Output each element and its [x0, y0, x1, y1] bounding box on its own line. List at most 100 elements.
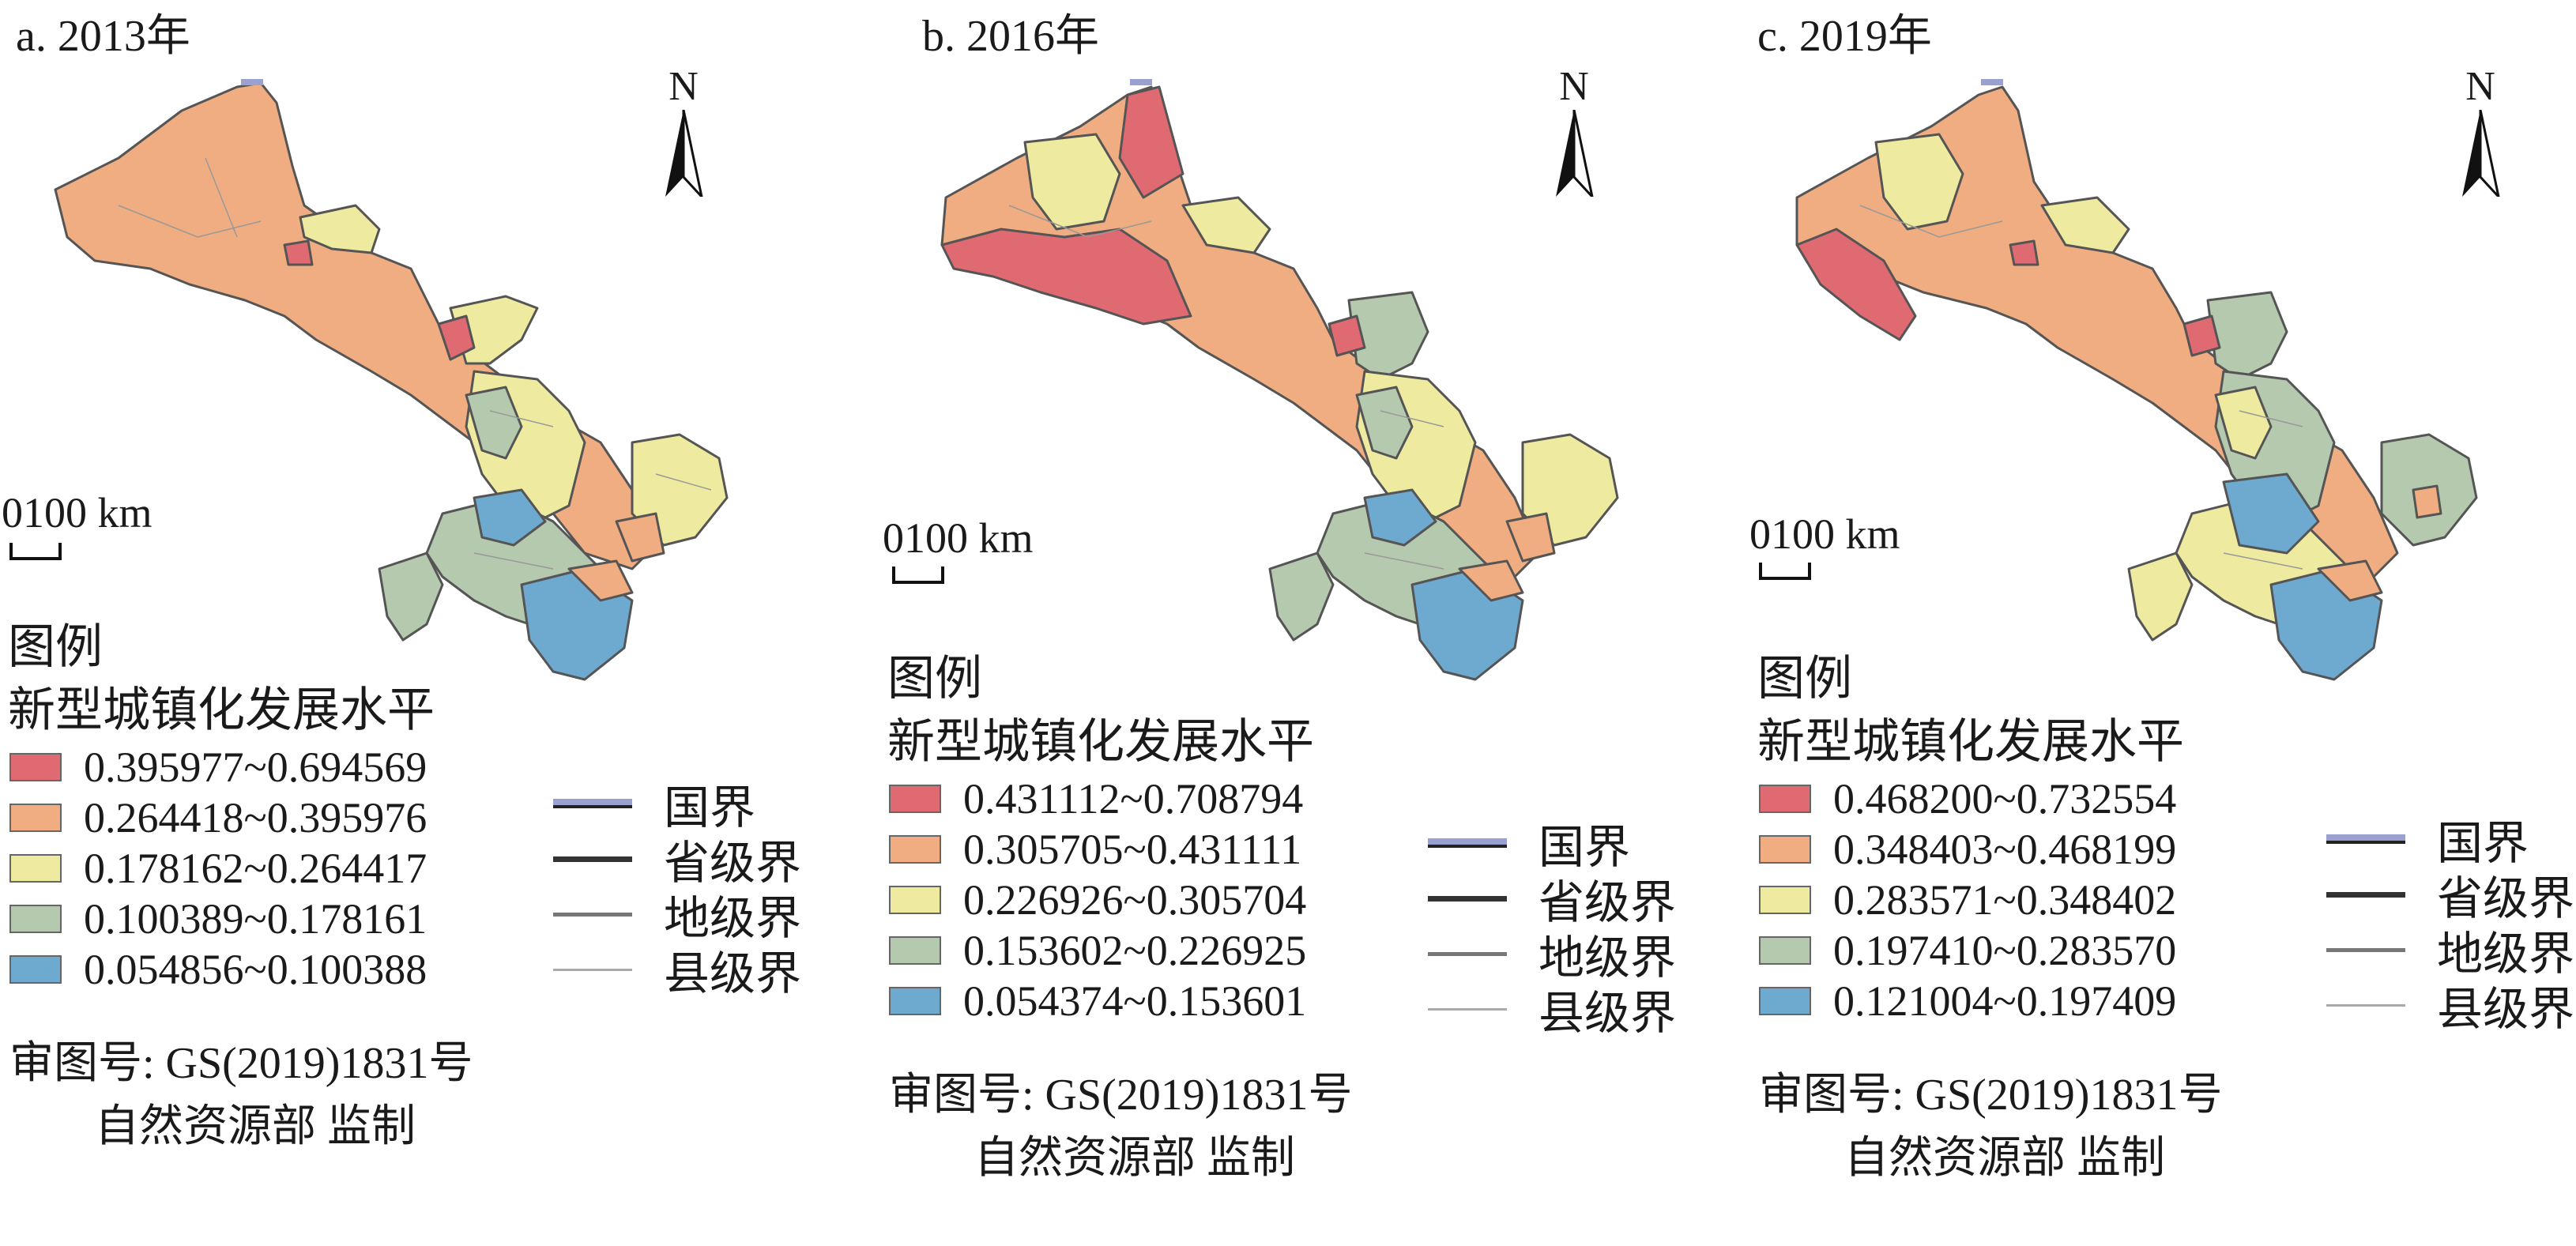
supervision-note: 自然资源部 监制	[95, 1102, 416, 1151]
legend-swatch	[9, 753, 62, 781]
legend-item: 0.226926~0.305704	[889, 875, 1306, 924]
legend-label: 0.283571~0.348402	[1833, 876, 2177, 924]
approval-number: 审图号: GS(2019)1831号	[9, 1039, 473, 1088]
legend-item: 0.283571~0.348402	[1759, 875, 2176, 924]
supervision-note: 自然资源部 监制	[1844, 1134, 2165, 1183]
legend-heading: 图例	[887, 653, 982, 705]
scale-label: 0100 km	[2, 489, 153, 536]
legend-swatch	[9, 804, 62, 832]
boundary-label: 地级界	[664, 893, 802, 944]
legend-subtitle: 新型城镇化发展水平	[1757, 716, 2184, 768]
map-panel-2013: a. 2013年	[0, 0, 859, 1246]
boundary-provincial: 省级界	[1428, 865, 1676, 932]
legend-label: 0.054374~0.153601	[963, 977, 1307, 1025]
north-arrow-icon	[1556, 110, 1594, 197]
approval-number: 审图号: GS(2019)1831号	[889, 1071, 1353, 1120]
legend-swatch	[9, 854, 62, 883]
approval-number: 审图号: GS(2019)1831号	[1759, 1071, 2223, 1120]
legend-item: 0.197410~0.283570	[1759, 926, 2176, 975]
scale-bar	[9, 543, 62, 560]
boundary-county: 县级界	[553, 936, 801, 1003]
scale-label: 0100 km	[1749, 510, 1900, 558]
boundary-label: 县级界	[2437, 984, 2575, 1035]
boundary-label: 地级界	[1538, 932, 1677, 984]
boundary-label: 地级界	[2437, 928, 2575, 980]
scale-bar	[1759, 563, 1811, 580]
boundary-county: 县级界	[1428, 976, 1676, 1042]
boundary-label: 县级界	[1538, 988, 1677, 1039]
legend-swatch	[889, 936, 941, 965]
legend-swatch	[889, 785, 941, 813]
legend-item: 0.100389~0.178161	[9, 894, 427, 943]
legend-swatch	[9, 905, 62, 933]
legend-swatch	[1759, 987, 1811, 1015]
boundary-prefectural: 地级界	[553, 881, 801, 947]
legend-label: 0.153602~0.226925	[963, 927, 1307, 974]
boundary-national: 国界	[1428, 810, 1630, 876]
north-arrow-icon	[2462, 110, 2500, 197]
legend-heading: 图例	[1757, 653, 1852, 705]
north-arrow: N	[662, 63, 705, 197]
boundary-national: 国界	[2326, 806, 2529, 872]
legend-label: 0.226926~0.305704	[963, 876, 1307, 924]
boundary-label: 县级界	[664, 948, 802, 999]
north-arrow: N	[1553, 63, 1595, 197]
legend-subtitle: 新型城镇化发展水平	[8, 684, 435, 736]
boundary-provincial: 省级界	[2326, 861, 2574, 928]
boundary-label: 国界	[664, 782, 756, 834]
legend-label: 0.178162~0.264417	[84, 845, 427, 892]
scale-label: 0100 km	[883, 514, 1034, 562]
legend-item: 0.054856~0.100388	[9, 945, 427, 994]
legend-swatch	[1759, 835, 1811, 864]
legend-label: 0.264418~0.395976	[84, 794, 427, 841]
legend-label: 0.468200~0.732554	[1833, 775, 2177, 823]
legend-item: 0.395977~0.694569	[9, 743, 427, 792]
legend-item: 0.305705~0.431111	[889, 825, 1301, 874]
boundary-label: 省级界	[2437, 873, 2575, 924]
supervision-note: 自然资源部 监制	[974, 1134, 1295, 1183]
map-panel-2016: b. 2016年 N 0100 km	[859, 0, 1718, 1246]
province-map	[1795, 79, 2478, 681]
boundary-label: 国界	[2437, 818, 2529, 869]
boundary-prefectural: 地级界	[1428, 920, 1676, 987]
legend-label: 0.431112~0.708794	[963, 775, 1304, 823]
legend-label: 0.395977~0.694569	[84, 743, 427, 791]
boundary-provincial: 省级界	[553, 826, 801, 892]
boundary-label: 省级界	[664, 838, 802, 889]
legend-label: 0.197410~0.283570	[1833, 927, 2177, 974]
boundary-label: 国界	[1538, 822, 1631, 873]
legend-label: 0.348403~0.468199	[1833, 826, 2177, 873]
legend-subtitle: 新型城镇化发展水平	[887, 716, 1314, 768]
legend-item: 0.468200~0.732554	[1759, 774, 2176, 823]
legend-item: 0.153602~0.226925	[889, 926, 1306, 975]
province-map	[940, 79, 1619, 681]
boundary-national: 国界	[553, 770, 755, 837]
legend-label: 0.054856~0.100388	[84, 946, 427, 993]
north-arrow: N	[2459, 63, 2502, 197]
province-map	[54, 79, 729, 681]
legend-item: 0.348403~0.468199	[1759, 825, 2176, 874]
legend-item: 0.178162~0.264417	[9, 844, 427, 893]
legend-label: 0.100389~0.178161	[84, 895, 427, 943]
legend-swatch	[889, 835, 941, 864]
legend-item: 0.264418~0.395976	[9, 793, 427, 842]
legend-swatch	[889, 987, 941, 1015]
boundary-prefectural: 地级界	[2326, 917, 2574, 983]
boundary-county: 县级界	[2326, 972, 2574, 1038]
legend-item: 0.431112~0.708794	[889, 774, 1303, 823]
panel-title: a. 2013年	[16, 12, 190, 61]
legend-item: 0.054374~0.153601	[889, 977, 1306, 1026]
panel-title: c. 2019年	[1757, 12, 1932, 61]
map-panel-2019: c. 2019年 N 0100 km	[1718, 0, 2576, 1246]
north-label: N	[668, 64, 699, 109]
legend-heading: 图例	[8, 621, 103, 673]
legend-swatch	[1759, 785, 1811, 813]
legend-label: 0.305705~0.431111	[963, 826, 1302, 873]
legend-label: 0.121004~0.197409	[1833, 977, 2177, 1025]
scale-bar	[892, 567, 944, 584]
legend-swatch	[1759, 886, 1811, 914]
legend-swatch	[1759, 936, 1811, 965]
legend-item: 0.121004~0.197409	[1759, 977, 2176, 1026]
boundary-label: 省级界	[1538, 877, 1677, 928]
north-label: N	[1559, 64, 1589, 109]
